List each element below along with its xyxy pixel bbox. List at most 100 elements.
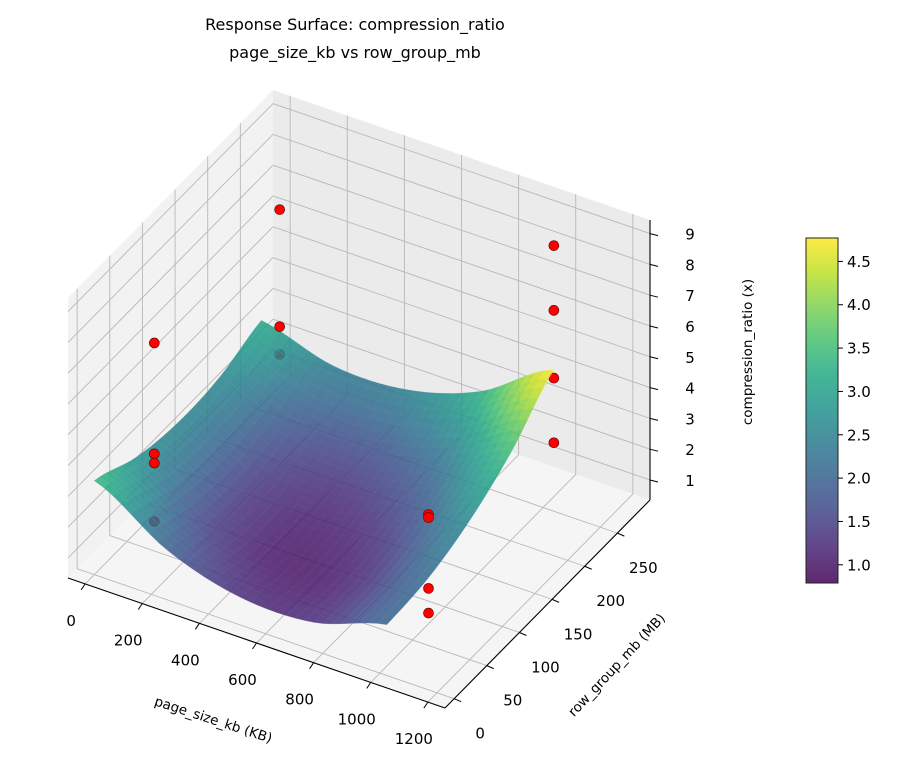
- y-tick: [486, 665, 494, 670]
- x-tick: [423, 701, 429, 709]
- surface-mesh-line: [121, 336, 290, 505]
- z-tick-label: 8: [685, 256, 695, 274]
- surface-mesh-line: [256, 326, 549, 402]
- grid-line: [272, 164, 651, 296]
- chart-subtitle: page_size_kb vs row_group_mb: [229, 43, 481, 63]
- surface-mesh-line: [240, 348, 533, 429]
- z-tick-label: 1: [685, 472, 695, 490]
- z-tick-label: 3: [685, 410, 695, 428]
- surface-mesh-line: [162, 436, 455, 551]
- colorbar-tick-label: 4.0: [847, 296, 871, 314]
- z-tick: [649, 448, 659, 452]
- surface-mesh-line: [158, 361, 326, 543]
- surface-mesh-line: [185, 374, 354, 565]
- surface-mesh-line: [135, 457, 429, 583]
- surface-mesh-line: [304, 392, 472, 621]
- colorbar-tick-label: 1.0: [847, 556, 871, 574]
- surface-mesh-line: [261, 320, 554, 394]
- z-tick-label: 7: [685, 287, 695, 305]
- grid-line: [272, 257, 651, 389]
- surface-mesh-line: [340, 382, 509, 625]
- z-tick: [649, 233, 659, 237]
- y-tick-label: 100: [531, 658, 560, 676]
- surface-mesh-line: [219, 376, 513, 467]
- chart-title: Response Surface: compression_ratio: [205, 15, 505, 35]
- z-tick: [649, 387, 659, 391]
- x-tick: [80, 583, 86, 591]
- z-tick: [649, 263, 659, 267]
- x-tick-label: 0: [66, 612, 76, 630]
- surface-mesh-line: [203, 395, 497, 492]
- colorbar-tick-label: 3.0: [847, 383, 871, 401]
- colorbar-tick-label: 1.5: [847, 513, 871, 531]
- surface-mesh-line: [386, 369, 555, 625]
- grid-line: [67, 195, 274, 405]
- y-tick-label: 0: [475, 725, 485, 743]
- left-pane: [68, 90, 273, 578]
- surface-mesh-line: [322, 389, 491, 624]
- z-tick-label: 4: [685, 380, 695, 398]
- surface-mesh-line: [167, 366, 335, 551]
- data-point: [548, 437, 560, 449]
- grid-line: [272, 287, 651, 419]
- surface-mesh-line: [120, 465, 413, 599]
- y-tick-label: 50: [503, 692, 522, 710]
- surface-mesh-line: [109, 470, 403, 609]
- grid-line: [272, 103, 651, 235]
- surface-mesh-line: [156, 441, 450, 558]
- surface-mesh-line: [359, 375, 527, 624]
- surface-mesh-line: [267, 392, 436, 610]
- grid-line: [272, 226, 651, 358]
- colorbar-tick-label: 2.5: [847, 426, 871, 444]
- surface-mesh-line: [172, 427, 466, 537]
- surface-mesh-line: [130, 343, 299, 515]
- z-tick: [649, 479, 659, 483]
- surface-mesh-line: [139, 349, 308, 525]
- z-tick: [649, 356, 659, 360]
- z-tick-label: 5: [685, 349, 695, 367]
- surface-mesh-line: [249, 391, 418, 602]
- surface-mesh-line: [203, 380, 372, 577]
- x-tick-label: 1200: [395, 730, 433, 748]
- data-point: [149, 457, 160, 469]
- x-tick: [194, 623, 200, 630]
- x-tick-label: 200: [114, 632, 143, 650]
- data-point: [423, 607, 434, 619]
- surface-mesh-line: [193, 406, 486, 507]
- z-axis-label: compression_ratio (x): [740, 279, 756, 425]
- surface-mesh-line: [194, 377, 363, 571]
- grid-line: [76, 568, 455, 700]
- y-tick-label: 250: [629, 559, 658, 577]
- grid-line: [272, 318, 651, 450]
- surface-mesh-line: [103, 325, 271, 488]
- surface-mesh-line: [151, 445, 445, 564]
- y-tick-label: 150: [564, 625, 593, 643]
- surface-mesh-line: [99, 476, 392, 620]
- grid-line: [427, 493, 634, 703]
- x-tick: [309, 662, 315, 669]
- surface-mesh-line: [177, 422, 471, 530]
- surface-mesh-line: [94, 480, 387, 625]
- surface-mesh-line: [313, 391, 482, 623]
- points-above-surface: [149, 204, 560, 523]
- surface-mesh-line: [212, 383, 381, 583]
- surface-mesh-line: [229, 363, 523, 449]
- grid-line: [67, 288, 274, 497]
- colorbar-tick-label: 4.5: [847, 253, 871, 271]
- surface-mesh-line: [141, 453, 434, 577]
- x-tick-label: 600: [228, 671, 257, 689]
- z-tick-label: 6: [685, 318, 695, 336]
- x-tick-label: 1000: [338, 710, 376, 728]
- surface-mesh-line: [231, 387, 399, 593]
- surface-mesh-line: [209, 389, 502, 484]
- surface-mesh-line: [240, 389, 408, 598]
- surface-mesh-line: [349, 379, 518, 624]
- colorbar: 1.0 1.5 2.0 2.5 3.0 3.5 4.0 4.5: [805, 237, 871, 584]
- colorbar-tick-label: 3.5: [847, 340, 871, 358]
- surface-mesh-line: [285, 393, 454, 616]
- grid-line: [67, 134, 274, 343]
- surface-mesh-line: [368, 372, 536, 624]
- grid-line: [67, 103, 274, 312]
- z-tick-label: 2: [685, 441, 695, 459]
